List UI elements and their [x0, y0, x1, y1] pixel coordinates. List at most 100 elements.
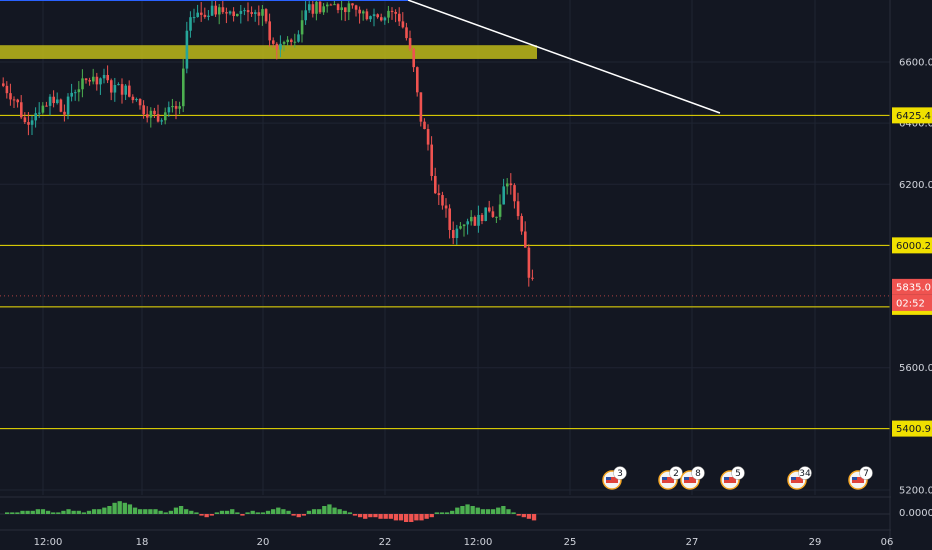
- candle: [146, 114, 149, 118]
- level-price-tag-bg: [892, 237, 932, 254]
- candle: [340, 7, 343, 11]
- candle: [77, 89, 81, 93]
- candle: [95, 76, 99, 85]
- indicator-bar: [470, 506, 475, 514]
- flag-canton: [606, 477, 611, 480]
- indicator-bar: [209, 514, 214, 516]
- indicator-bar: [163, 512, 168, 514]
- indicator-bar: [393, 514, 399, 521]
- indicator-bar: [107, 506, 112, 514]
- candle: [297, 34, 300, 42]
- event-marker[interactable]: 34: [787, 466, 812, 490]
- indicator-bar: [450, 510, 455, 514]
- event-marker[interactable]: 7: [848, 466, 873, 490]
- candle: [207, 15, 210, 17]
- indicator-bar: [460, 506, 465, 514]
- event-marker[interactable]: 3: [602, 466, 627, 490]
- indicator-bar: [398, 514, 404, 521]
- candle: [484, 207, 487, 222]
- candle: [520, 216, 523, 232]
- indicator-bar: [404, 514, 409, 522]
- indicator-bar: [383, 514, 388, 519]
- indicator-bar: [235, 512, 240, 514]
- candle: [488, 207, 491, 212]
- candle: [390, 10, 394, 12]
- indicator-bar: [10, 512, 15, 514]
- candle: [513, 185, 516, 202]
- indicator-bar: [296, 514, 301, 518]
- candle: [56, 99, 59, 104]
- indicator-bar: [230, 509, 235, 514]
- event-marker[interactable]: 5: [720, 466, 745, 490]
- candle: [272, 40, 275, 44]
- indicator-bar: [91, 509, 97, 514]
- indicator-bar: [184, 509, 189, 514]
- flag-canton: [852, 477, 857, 480]
- event-count-badge: [613, 466, 627, 480]
- candle: [99, 78, 102, 85]
- candle: [12, 99, 16, 101]
- candle: [52, 96, 55, 104]
- candle: [128, 85, 131, 97]
- candle: [264, 9, 268, 22]
- event-count-badge: [798, 466, 812, 480]
- flag-stripe: [606, 477, 618, 483]
- candle: [185, 30, 189, 69]
- candle: [117, 84, 120, 86]
- candle: [174, 106, 178, 109]
- candle: [524, 231, 527, 248]
- indicator-panel: [0, 496, 932, 531]
- indicator-bar: [444, 512, 450, 514]
- indicator-bar: [45, 510, 51, 514]
- candle: [459, 226, 462, 229]
- indicator-bar: [291, 514, 296, 516]
- level-price-tag-bg: [892, 420, 932, 437]
- event-marker[interactable]: 2: [658, 466, 683, 490]
- indicator-bar: [465, 504, 470, 514]
- candle: [63, 111, 66, 115]
- candle: [351, 3, 354, 6]
- indicator-bar: [439, 512, 445, 514]
- candle: [16, 99, 19, 103]
- price-tick-label: 5600.0: [899, 363, 932, 374]
- candle: [142, 105, 145, 115]
- candle: [27, 122, 30, 125]
- candle: [401, 21, 405, 28]
- level-price-tag: 5400.9: [896, 424, 931, 435]
- indicator-bar: [337, 509, 342, 514]
- indicator-bar: [301, 514, 307, 516]
- candle: [470, 216, 473, 222]
- indicator-bar: [455, 507, 460, 514]
- candle: [452, 230, 455, 239]
- candle: [473, 216, 477, 226]
- indicator-bar: [506, 509, 511, 514]
- indicator-bar: [327, 504, 332, 514]
- indicator-bar: [317, 509, 322, 514]
- indicator-bar: [56, 512, 61, 514]
- candle: [250, 12, 253, 14]
- candle: [430, 144, 433, 176]
- price-tick-label: 6600.0: [899, 58, 932, 69]
- indicator-bar: [480, 509, 486, 514]
- candle: [182, 68, 185, 107]
- resistance-zone: [0, 45, 537, 59]
- indicator-bar: [475, 507, 480, 514]
- candle: [218, 7, 221, 15]
- event-marker[interactable]: 8: [680, 466, 705, 490]
- flag-canton: [662, 477, 667, 480]
- indicator-bar: [485, 509, 491, 514]
- candle: [365, 11, 369, 20]
- flag-stripe: [852, 477, 864, 483]
- candle: [135, 99, 138, 101]
- resistance-zone-box: [0, 45, 537, 59]
- candle: [304, 10, 307, 21]
- candle: [203, 14, 207, 17]
- candle: [102, 75, 106, 79]
- candle: [178, 106, 181, 109]
- time-tick-label: 20: [257, 537, 270, 548]
- candle: [491, 211, 495, 217]
- candle: [502, 186, 505, 205]
- candle: [59, 99, 63, 112]
- candle: [322, 6, 325, 13]
